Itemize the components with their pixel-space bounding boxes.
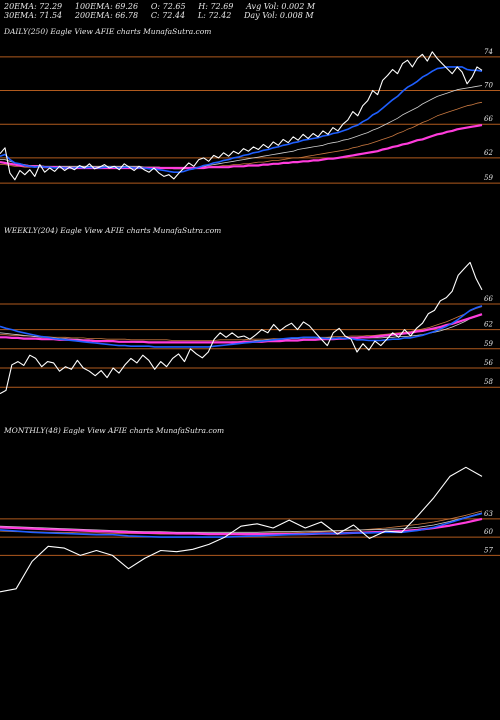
weekly-ema-long-line — [0, 306, 483, 341]
ema30-label: 30EMA: — [4, 11, 37, 20]
ema30-value: 71.54 — [39, 11, 63, 20]
open-label: O: — [150, 2, 161, 11]
monthly-ema-mid-line — [0, 512, 483, 533]
daily-ema-fast-line — [0, 66, 483, 173]
monthly-y-tick-label: 60 — [484, 528, 493, 536]
weekly-ema-fast-line — [0, 305, 483, 348]
daily-y-tick-label: 74 — [484, 48, 493, 56]
daily-y-tick-label: 66 — [484, 115, 493, 123]
monthly-y-tick-label: 57 — [484, 546, 493, 554]
weekly-y-tick-label: 56 — [484, 359, 493, 367]
daily-y-tick-label: 59 — [484, 174, 493, 182]
daily-y-tick-label: 62 — [484, 149, 493, 157]
weekly-y-tick-label: 59 — [484, 340, 493, 348]
day-vol-value: 0.008 M — [279, 11, 314, 20]
ema100-label: 100EMA: — [74, 2, 113, 11]
weekly-y-tick-label: 66 — [484, 295, 493, 303]
day-vol-label: Day Vol: — [244, 11, 278, 20]
monthly-panel-title: MONTHLY(48) Eagle View AFIE charts Munaf… — [4, 426, 225, 435]
high-value: 72.69 — [210, 2, 234, 11]
daily-price-line — [0, 51, 483, 181]
low-value: 72.42 — [208, 11, 232, 20]
header-row-1: 20EMA: 72.29 100EMA: 69.26 O: 72.65 H: 7… — [4, 2, 315, 11]
weekly-panel-title: WEEKLY(204) Eagle View AFIE charts Munaf… — [4, 226, 222, 235]
header-row-2: 30EMA: 71.54 200EMA: 66.78 C: 72.44 L: 7… — [4, 11, 315, 20]
daily-y-tick-label: 70 — [484, 82, 493, 90]
close-label: C: — [150, 11, 160, 20]
ema200-label: 200EMA: — [74, 11, 113, 20]
weekly-y-tick-label: 62 — [484, 321, 493, 329]
daily-ema-slow-line — [0, 124, 483, 170]
weekly-price-line — [0, 261, 483, 395]
weekly-ema-mid-line — [0, 314, 483, 344]
monthly-y-tick-label: 63 — [484, 510, 493, 518]
monthly-ema-slow-line — [0, 517, 483, 536]
indicator-header: 20EMA: 72.29 100EMA: 69.26 O: 72.65 H: 7… — [4, 2, 315, 20]
avg-vol-label: Avg Vol: — [246, 2, 279, 11]
low-label: L: — [197, 11, 206, 20]
ema20-value: 72.29 — [39, 2, 63, 11]
daily-panel-title: DAILY(250) Eagle View AFIE charts Munafa… — [4, 27, 212, 36]
monthly-price-line — [0, 466, 483, 593]
open-value: 72.65 — [162, 2, 186, 11]
weekly-y-tick-label: 58 — [484, 378, 493, 386]
avg-vol-value: 0.002 M — [281, 2, 316, 11]
ema20-label: 20EMA: — [4, 2, 37, 11]
ema100-value: 69.26 — [115, 2, 139, 11]
ema200-value: 66.78 — [115, 11, 139, 20]
high-label: H: — [198, 2, 208, 11]
close-value: 72.44 — [162, 11, 186, 20]
